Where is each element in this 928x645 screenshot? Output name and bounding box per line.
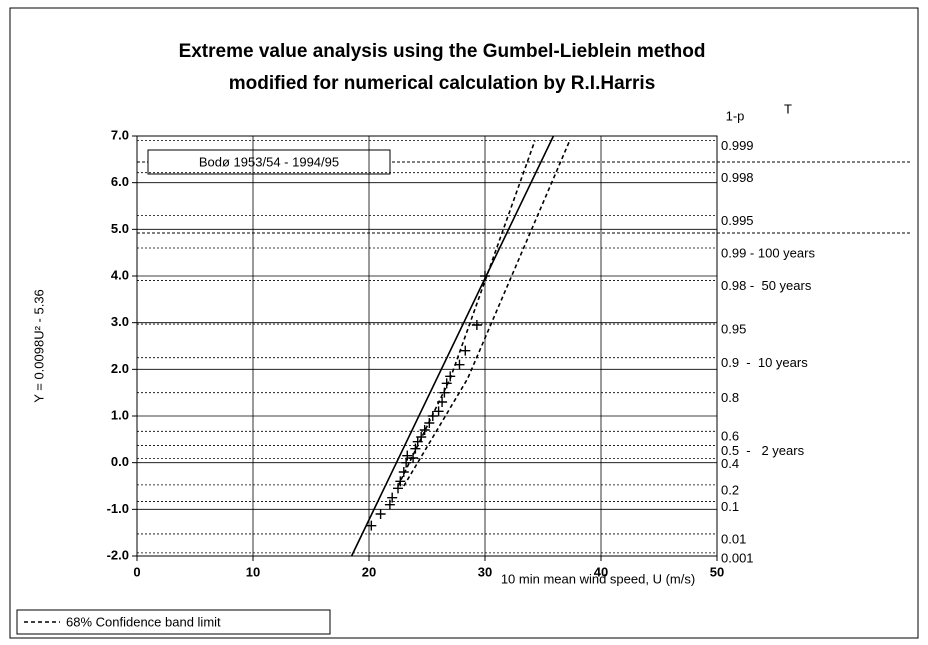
x-tick-label: 30 <box>478 564 492 579</box>
chart-title: modified for numerical calculation by R.… <box>229 73 656 94</box>
y2-tick-label: 0.98 - 50 years <box>721 278 812 293</box>
data-point <box>393 483 403 494</box>
x-axis-label: 10 min mean wind speed, U (m/s) <box>501 571 695 586</box>
y2-tick-label: 0.95 <box>721 322 746 337</box>
y-tick-label: 2.0 <box>111 361 129 376</box>
y-tick-label: -1.0 <box>107 501 129 516</box>
y2-tick-label: 0.5 - 2 years <box>721 443 805 458</box>
y2-tick-label: 0.99 - 100 years <box>721 245 815 260</box>
data-point <box>439 387 450 398</box>
y-tick-label: 0.0 <box>111 454 129 469</box>
y-tick-label: 3.0 <box>111 314 129 329</box>
y-tick-label: 5.0 <box>111 221 129 236</box>
y2-tick-label: 0.9 - 10 years <box>721 355 808 370</box>
data-point <box>433 406 444 417</box>
data-point <box>384 499 395 510</box>
data-point <box>408 453 419 463</box>
data-point <box>437 397 448 407</box>
data-point <box>375 509 386 519</box>
y2-tick-label: 0.995 <box>721 213 754 228</box>
data-point <box>401 457 412 468</box>
data-point <box>398 467 409 477</box>
annotation-box <box>147 149 391 175</box>
data-point <box>441 378 452 389</box>
y2-header: T <box>784 101 792 116</box>
y-tick-label: 4.0 <box>111 267 129 282</box>
data-point <box>419 425 430 435</box>
y-tick-label: 6.0 <box>111 174 129 189</box>
data-point <box>402 450 413 461</box>
data-point <box>480 271 490 281</box>
annotation: Bodø 1953/54 - 1994/95 <box>199 154 339 169</box>
y2-tick-label: 0.1 <box>721 499 739 514</box>
y2-tick-label: 0.01 <box>721 531 746 546</box>
y2-tick-label: 0.2 <box>721 482 739 497</box>
y-tick-label: 7.0 <box>111 127 129 142</box>
legend-label: 68% Confidence band limit <box>66 614 221 629</box>
x-tick-label: 40 <box>594 564 608 579</box>
data-point <box>410 443 421 454</box>
data-point <box>424 418 435 428</box>
data-point <box>395 476 406 487</box>
y-tick-label: 1.0 <box>111 407 129 422</box>
data-point <box>445 371 456 382</box>
y2-tick-label: 0.998 <box>721 170 754 185</box>
y2-tick-label: 0.6 <box>721 429 739 444</box>
y-axis-label: Y = 0.0098U² - 5.36 <box>31 289 46 403</box>
x-tick-label: 0 <box>133 564 140 579</box>
y2-tick-label: 0.999 <box>721 138 754 153</box>
chart-title: Extreme value analysis using the Gumbel-… <box>179 41 706 62</box>
y2-tick-label: 0.8 <box>721 390 739 405</box>
data-point <box>416 432 427 442</box>
data-point <box>387 492 398 503</box>
data-point <box>460 345 471 356</box>
y2-tick-label: 0.4 <box>721 456 739 471</box>
x-tick-label: 20 <box>362 564 376 579</box>
data-point <box>366 520 377 531</box>
y-tick-label: -2.0 <box>107 547 129 562</box>
fit-line <box>350 135 555 557</box>
confidence-band <box>403 140 571 487</box>
x-tick-label: 50 <box>710 564 724 579</box>
y2-tick-label: 0.001 <box>721 550 754 565</box>
x-tick-label: 10 <box>246 564 260 579</box>
data-point <box>471 320 482 330</box>
plot-area <box>136 135 718 557</box>
data-point <box>454 359 465 370</box>
y2-header: 1-p <box>726 108 745 123</box>
legend <box>16 609 331 635</box>
data-point <box>427 411 438 421</box>
